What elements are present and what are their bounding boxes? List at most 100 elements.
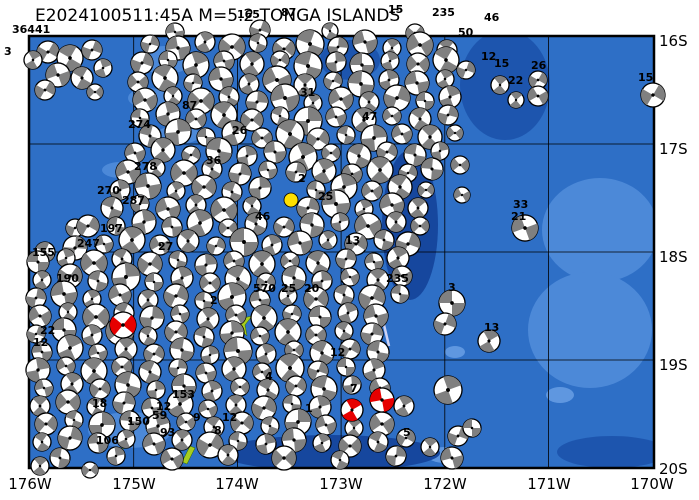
beachball bbox=[166, 181, 186, 201]
beachball-center-dot bbox=[260, 370, 264, 374]
beachball bbox=[55, 389, 81, 415]
beachball bbox=[76, 214, 100, 238]
beachball bbox=[417, 181, 435, 199]
beachball-center-dot bbox=[247, 82, 251, 86]
beachball bbox=[146, 380, 166, 400]
beachball-center-dot bbox=[498, 83, 502, 87]
beachball-center-dot bbox=[400, 274, 404, 278]
beachball bbox=[194, 253, 218, 277]
beachball bbox=[138, 326, 158, 346]
event-number-label: 13 bbox=[345, 234, 360, 247]
beachball bbox=[230, 411, 254, 435]
beachball-center-dot bbox=[352, 426, 356, 430]
beachball bbox=[114, 371, 142, 399]
beachball bbox=[112, 391, 136, 415]
event-number-label: 2 bbox=[298, 172, 306, 185]
event-number-label: 46 bbox=[484, 11, 500, 24]
beachball-center-dot bbox=[230, 295, 234, 299]
beachball bbox=[171, 429, 193, 451]
event-number-label: 190 bbox=[56, 272, 79, 285]
event-number-label: 3 bbox=[448, 281, 456, 294]
map-title: E2024100511:45A M=5.2 TONGA ISLANDS bbox=[35, 6, 400, 26]
beachball-center-dot bbox=[536, 94, 540, 98]
beachball-center-dot bbox=[428, 445, 432, 449]
beachball-center-dot bbox=[122, 401, 126, 405]
beachball-center-dot bbox=[43, 88, 47, 92]
beachball bbox=[26, 324, 46, 344]
beachball-center-dot bbox=[86, 224, 90, 228]
beachball-center-dot bbox=[258, 334, 262, 338]
beachball bbox=[315, 414, 337, 436]
beachball bbox=[150, 137, 176, 163]
beachball bbox=[295, 29, 325, 59]
beachball-center-dot bbox=[273, 150, 277, 154]
beachball bbox=[404, 70, 430, 96]
beachball bbox=[229, 227, 259, 257]
beachball-center-dot bbox=[324, 423, 328, 427]
beachball bbox=[433, 375, 463, 405]
beachball-center-dot bbox=[266, 168, 270, 172]
beachball-center-dot bbox=[227, 95, 231, 99]
beachball-center-dot bbox=[400, 132, 404, 136]
beachball-center-dot bbox=[395, 96, 399, 100]
beachball bbox=[334, 321, 354, 341]
beachball bbox=[81, 39, 103, 61]
beachball-center-dot bbox=[199, 99, 203, 103]
beachball-center-dot bbox=[464, 68, 468, 72]
beachball-center-dot bbox=[334, 115, 338, 119]
beachball-center-dot bbox=[143, 98, 147, 102]
beachball bbox=[364, 252, 384, 272]
event-number-label: 12 bbox=[330, 346, 345, 359]
beachball-center-dot bbox=[142, 220, 146, 224]
beachball-center-dot bbox=[406, 242, 410, 246]
beachball-center-dot bbox=[173, 30, 177, 34]
beachball-center-dot bbox=[176, 366, 180, 370]
beachball-center-dot bbox=[204, 135, 208, 139]
beachball-center-dot bbox=[382, 238, 386, 242]
beachball bbox=[182, 51, 210, 79]
beachball bbox=[263, 140, 287, 164]
beachball-center-dot bbox=[148, 134, 152, 138]
beachball-center-dot bbox=[232, 259, 236, 263]
beachball-center-dot bbox=[258, 186, 262, 190]
beachball bbox=[456, 60, 476, 80]
beachball-center-dot bbox=[438, 149, 442, 153]
event-number-label: 15 bbox=[494, 57, 509, 70]
beachball-quadrants bbox=[198, 308, 218, 330]
beachball bbox=[306, 180, 326, 200]
beachball-center-dot bbox=[404, 436, 408, 440]
beachball-center-dot bbox=[206, 317, 210, 321]
beachball bbox=[393, 395, 415, 417]
beachball-center-dot bbox=[268, 424, 272, 428]
beachball bbox=[86, 83, 104, 101]
beachball bbox=[134, 172, 162, 200]
beachball bbox=[251, 127, 273, 149]
beachball-center-dot bbox=[202, 299, 206, 303]
beachball bbox=[390, 284, 410, 304]
beachball-center-dot bbox=[90, 48, 94, 52]
beachball-center-dot bbox=[390, 46, 394, 50]
beachball bbox=[170, 304, 190, 324]
beachball bbox=[87, 432, 109, 454]
beachball bbox=[328, 86, 354, 112]
beachball bbox=[196, 431, 224, 459]
event-number-label: 22 bbox=[508, 74, 523, 87]
beachball-center-dot bbox=[286, 294, 290, 298]
beachball-center-dot bbox=[148, 42, 152, 46]
beachball-center-dot bbox=[296, 420, 300, 424]
beachball bbox=[34, 79, 56, 101]
event-number-labels: 165 87 15 235 465036441327427827028719724715… bbox=[4, 3, 653, 447]
beachball-center-dot bbox=[283, 96, 287, 100]
beachball-center-dot bbox=[314, 188, 318, 192]
beachball-center-dot bbox=[359, 82, 363, 86]
beachball bbox=[161, 216, 183, 238]
beachball-center-dot bbox=[236, 349, 240, 353]
beachball-center-dot bbox=[372, 260, 376, 264]
beachball-center-dot bbox=[101, 66, 105, 70]
event-number-label: 235 bbox=[432, 6, 455, 19]
event-number-label: 36 bbox=[206, 154, 222, 167]
beachball bbox=[25, 287, 47, 309]
beachball-center-dot bbox=[94, 315, 98, 319]
beachball-center-dot bbox=[310, 223, 314, 227]
beachball-center-dot bbox=[362, 118, 366, 122]
